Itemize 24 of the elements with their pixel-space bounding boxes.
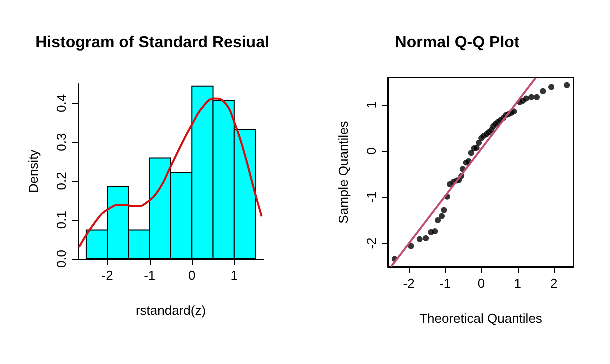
x-tick-label: 0 [478, 276, 486, 291]
x-tick-label: 1 [230, 268, 238, 283]
y-tick-label: 0.2 [54, 172, 69, 190]
x-tick-label: -2 [102, 268, 114, 283]
x-axis-title: Theoretical Quantiles [420, 311, 543, 326]
y-tick-label: -1 [364, 192, 379, 204]
y-tick-label: 0.3 [54, 133, 69, 152]
x-tick-label: 0 [188, 268, 196, 283]
chart-title: Normal Q-Q Plot [395, 34, 520, 52]
y-tick-label: 0.0 [54, 250, 69, 268]
x-tick-label: -2 [403, 276, 415, 291]
x-tick-label: 2 [550, 276, 558, 291]
y-axis-title: Sample Quantiles [336, 120, 351, 224]
y-tick-label: -2 [364, 238, 379, 250]
y-tick-label: 1 [364, 102, 379, 109]
x-axis-title: rstandard(z) [136, 303, 206, 318]
y-tick-label: 0.1 [54, 211, 69, 230]
chart-title: Histogram of Standard Resiual [36, 34, 270, 52]
y-axis-title: Density [26, 149, 41, 194]
x-tick-label: 1 [514, 276, 522, 291]
x-tick-label: -1 [440, 276, 452, 291]
x-tick-label: -1 [144, 268, 156, 283]
y-tick-label: 0.4 [54, 94, 69, 112]
y-tick-label: 0 [364, 148, 379, 155]
